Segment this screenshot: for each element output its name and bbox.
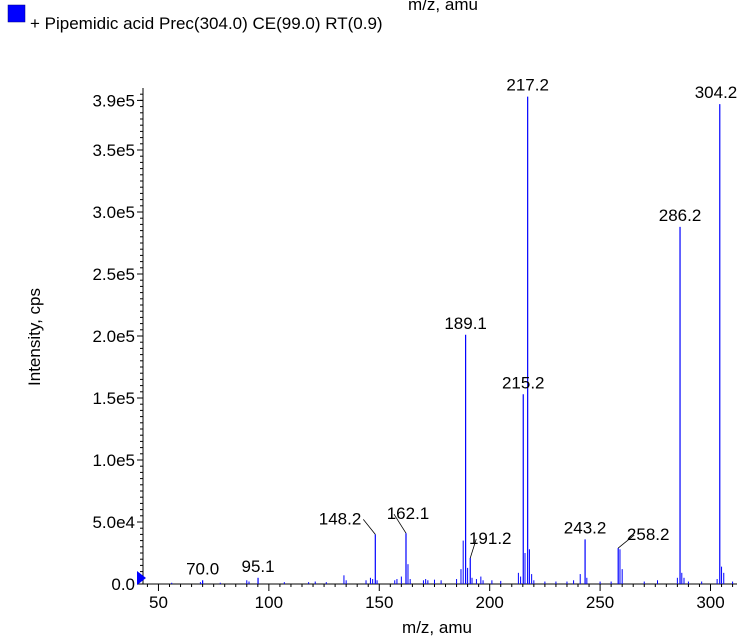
y-tick-label: 3.0e5 [92,203,135,222]
y-tick-label: 3.5e5 [92,141,135,160]
top-partial-axis-title: m/z, amu [408,0,478,14]
peak-leader-line [469,538,477,559]
peak-series [171,96,734,584]
peak-label: 304.2 [695,83,737,102]
peak-leader-line [393,513,407,534]
x-tick-label: 100 [255,593,283,612]
y-tick-label: 0.0 [111,575,135,594]
x-tick-label: 50 [149,593,168,612]
peak-labels: 70.0 95.1 148.2 162.1 189.1 191.2 215.2 217.2 24… [186,76,737,579]
peak-label: 162.1 [387,504,430,523]
y-tick-label: 1.5e5 [92,389,135,408]
x-tick-label: 200 [475,593,503,612]
peak-label: 191.2 [469,529,512,548]
peak-label: 148.2 [319,509,362,528]
y-tick-label: 3.9e5 [92,91,135,110]
y-tick-label: 2.0e5 [92,327,135,346]
legend-label: + Pipemidic acid Prec(304.0) CE(99.0) RT… [30,14,383,33]
peak-label: 243.2 [564,518,607,537]
legend-swatch [7,4,26,23]
peak-leader-line [362,519,376,535]
axes [142,88,737,585]
peak-label: 286.2 [659,206,702,225]
y-tick-label: 2.5e5 [92,265,135,284]
x-tick-label: 250 [586,593,614,612]
x-axis-title: m/z, amu [402,618,472,637]
peak-label: 217.2 [506,76,549,95]
peak-label: 70.0 [186,559,219,578]
peak-label: 258.2 [627,525,670,544]
peak-label: 215.2 [502,373,545,392]
y-tick-label: 1.0e5 [92,451,135,470]
peak-label: 95.1 [241,557,274,576]
y-axis-title: Intensity, cps [25,288,44,386]
x-tick-label: 300 [696,593,724,612]
y-ticks: 0.0 5.0e4 1.0e5 1.5e5 2.0e5 2.5e5 3.0e5 3.5e5 3.… [92,91,143,594]
y-tick-label: 5.0e4 [92,513,135,532]
peak-label: 189.1 [444,314,487,333]
peak-leader-line [617,534,635,549]
precursor-marker [137,571,146,585]
x-tick-label: 150 [365,593,393,612]
x-ticks: 50 100 150 200 250 300 [146,584,734,612]
